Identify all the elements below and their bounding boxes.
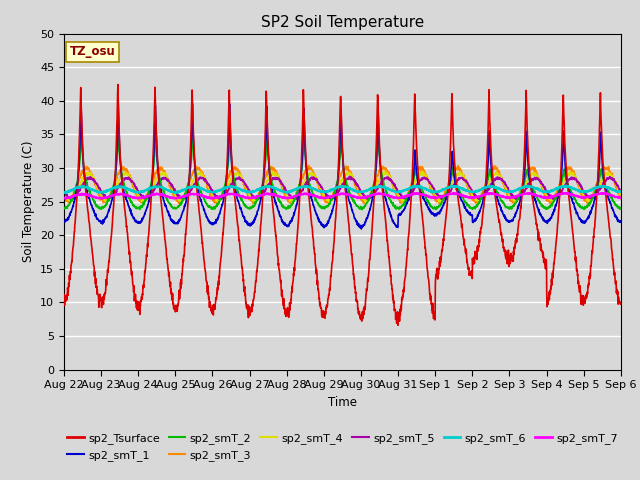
- Line: sp2_smT_5: sp2_smT_5: [64, 177, 621, 200]
- Y-axis label: Soil Temperature (C): Soil Temperature (C): [22, 141, 35, 263]
- sp2_smT_4: [505, 192, 513, 198]
- sp2_smT_5: [584, 193, 591, 199]
- sp2_smT_4: [381, 168, 388, 174]
- sp2_Tsurface: [617, 300, 625, 306]
- sp2_smT_5: [359, 191, 367, 197]
- sp2_smT_4: [359, 194, 367, 200]
- sp2_smT_2: [216, 198, 223, 204]
- Text: TZ_osu: TZ_osu: [70, 45, 115, 59]
- sp2_smT_3: [60, 196, 68, 202]
- sp2_smT_2: [568, 190, 576, 196]
- sp2_smT_5: [60, 190, 68, 196]
- sp2_smT_7: [60, 195, 68, 201]
- sp2_smT_1: [115, 100, 122, 106]
- sp2_Tsurface: [60, 298, 68, 304]
- Line: sp2_smT_3: sp2_smT_3: [64, 166, 621, 204]
- sp2_smT_6: [60, 190, 68, 195]
- sp2_smT_4: [568, 171, 576, 177]
- sp2_Tsurface: [216, 272, 223, 277]
- sp2_smT_4: [252, 200, 259, 205]
- sp2_smT_3: [568, 167, 576, 172]
- sp2_Tsurface: [359, 316, 367, 322]
- sp2_smT_6: [584, 189, 591, 195]
- sp2_smT_7: [216, 194, 223, 200]
- sp2_smT_7: [568, 192, 576, 197]
- sp2_smT_2: [371, 173, 379, 179]
- sp2_smT_5: [513, 197, 520, 203]
- sp2_smT_5: [371, 191, 379, 196]
- sp2_smT_5: [617, 188, 625, 193]
- sp2_smT_6: [216, 188, 223, 193]
- sp2_smT_3: [358, 196, 366, 202]
- sp2_smT_7: [504, 195, 512, 201]
- sp2_smT_7: [371, 192, 379, 197]
- sp2_Tsurface: [568, 224, 576, 229]
- sp2_smT_4: [60, 193, 68, 199]
- sp2_smT_4: [371, 185, 379, 191]
- sp2_Tsurface: [371, 182, 379, 188]
- sp2_smT_2: [60, 205, 68, 211]
- sp2_smT_5: [568, 175, 576, 181]
- Line: sp2_smT_1: sp2_smT_1: [64, 103, 621, 229]
- Title: SP2 Soil Temperature: SP2 Soil Temperature: [260, 15, 424, 30]
- sp2_smT_2: [359, 205, 367, 211]
- sp2_smT_6: [371, 184, 379, 190]
- sp2_Tsurface: [584, 291, 591, 297]
- sp2_smT_7: [359, 195, 367, 201]
- sp2_smT_2: [584, 204, 591, 209]
- sp2_smT_3: [505, 193, 513, 199]
- sp2_smT_6: [359, 189, 367, 194]
- sp2_smT_1: [505, 218, 513, 224]
- sp2_Tsurface: [394, 323, 402, 328]
- sp2_smT_1: [359, 224, 367, 229]
- sp2_smT_6: [504, 189, 512, 195]
- sp2_smT_6: [172, 190, 179, 196]
- sp2_smT_2: [505, 205, 513, 211]
- sp2_Tsurface: [505, 253, 513, 259]
- sp2_smT_4: [617, 192, 625, 197]
- Line: sp2_smT_6: sp2_smT_6: [64, 186, 621, 193]
- X-axis label: Time: Time: [328, 396, 357, 408]
- sp2_smT_3: [216, 197, 223, 203]
- Line: sp2_Tsurface: sp2_Tsurface: [64, 84, 621, 325]
- sp2_smT_7: [584, 194, 591, 200]
- sp2_smT_5: [216, 195, 223, 201]
- sp2_smT_2: [617, 205, 625, 211]
- sp2_smT_1: [371, 177, 379, 182]
- sp2_smT_3: [584, 199, 591, 205]
- sp2_smT_5: [504, 187, 512, 192]
- Line: sp2_smT_2: sp2_smT_2: [64, 136, 621, 210]
- sp2_smT_1: [60, 218, 68, 224]
- sp2_smT_3: [617, 196, 625, 202]
- sp2_smT_1: [216, 211, 223, 216]
- sp2_smT_6: [524, 183, 532, 189]
- sp2_smT_1: [617, 218, 625, 224]
- sp2_smT_6: [617, 188, 625, 194]
- sp2_smT_2: [77, 133, 85, 139]
- sp2_smT_7: [617, 195, 625, 201]
- sp2_smT_4: [584, 198, 591, 204]
- Line: sp2_smT_4: sp2_smT_4: [64, 171, 621, 203]
- sp2_smT_1: [568, 196, 576, 202]
- sp2_smT_6: [568, 185, 576, 191]
- sp2_smT_4: [216, 198, 223, 204]
- sp2_smT_1: [358, 226, 365, 232]
- sp2_smT_3: [371, 180, 378, 186]
- Line: sp2_smT_7: sp2_smT_7: [64, 193, 621, 199]
- sp2_smT_2: [358, 207, 365, 213]
- sp2_Tsurface: [114, 82, 122, 87]
- Legend: sp2_Tsurface, sp2_smT_1, sp2_smT_2, sp2_smT_3, sp2_smT_4, sp2_smT_5, sp2_smT_6, : sp2_Tsurface, sp2_smT_1, sp2_smT_2, sp2_…: [63, 429, 622, 465]
- sp2_smT_3: [454, 163, 461, 168]
- sp2_smT_3: [436, 201, 444, 207]
- sp2_smT_1: [584, 216, 591, 222]
- sp2_smT_7: [99, 196, 106, 202]
- sp2_smT_5: [346, 174, 353, 180]
- sp2_smT_7: [561, 190, 569, 196]
